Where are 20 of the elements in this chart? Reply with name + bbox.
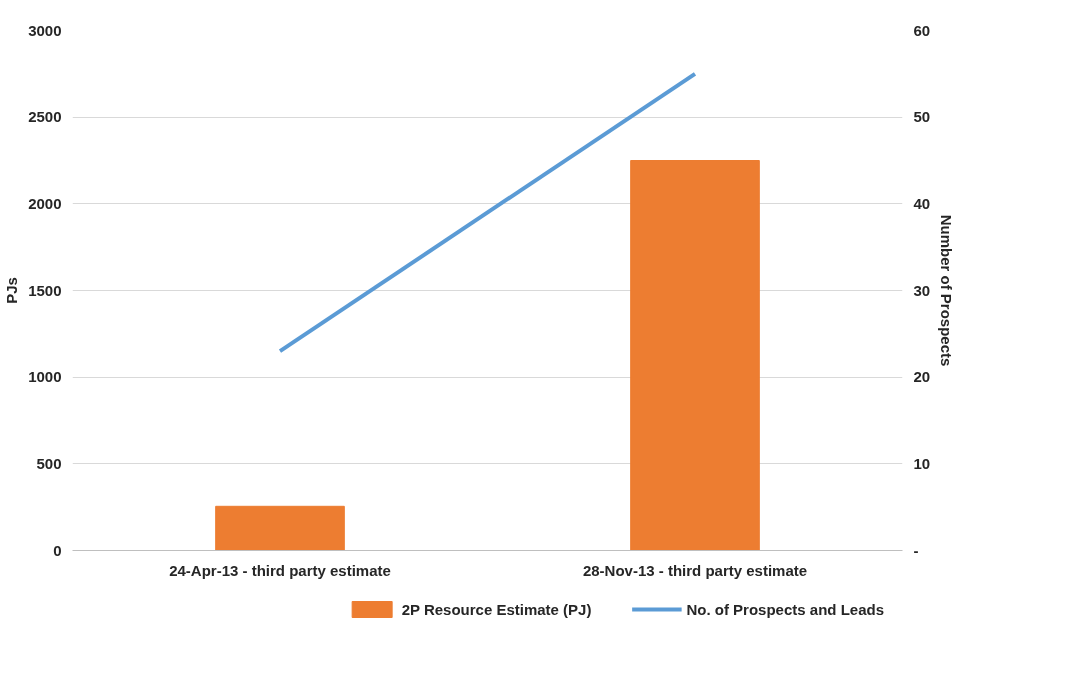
- y-tick-label: 2500: [28, 108, 62, 126]
- y2-tick-label: 50: [913, 108, 931, 126]
- y2-tick-label: 10: [913, 454, 931, 472]
- y2-axis-title: Number of Prospects: [938, 214, 956, 367]
- x-tick-label: 24-Apr-13 - third party estimate: [169, 561, 391, 579]
- y-tick-label: 0: [53, 541, 62, 559]
- y2-tick-label: 20: [913, 368, 931, 386]
- y-tick-label: 1000: [28, 368, 62, 386]
- y2-tick-label: 40: [913, 194, 931, 212]
- y-tick-label: 500: [36, 454, 62, 472]
- legend-label: No. of Prospects and Leads: [686, 600, 884, 618]
- y-axis-title: PJs: [3, 277, 21, 304]
- y2-tick-label: 60: [913, 21, 931, 39]
- y-tick-label: 1500: [28, 281, 62, 299]
- y-tick-label: 2000: [28, 194, 62, 212]
- legend-label: 2P Resource Estimate (PJ): [401, 600, 592, 618]
- y-tick-label: 3000: [28, 21, 62, 39]
- y2-tick-label: 30: [913, 281, 931, 299]
- x-tick-label: 28-Nov-13 - third party estimate: [582, 561, 808, 579]
- y2-tick-label: -: [913, 541, 919, 559]
